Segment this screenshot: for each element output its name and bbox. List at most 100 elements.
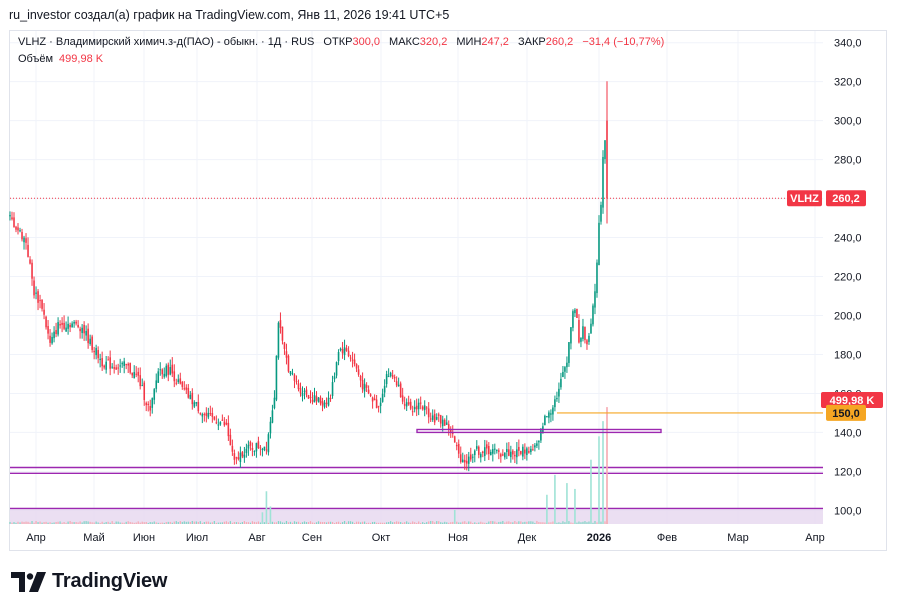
candle-body	[43, 309, 45, 315]
volume-bar	[183, 521, 185, 524]
volume-bar	[91, 522, 93, 524]
volume-bar	[480, 521, 482, 524]
volume-bar	[107, 521, 109, 524]
candle-body	[259, 447, 262, 449]
volume-bar	[476, 522, 478, 524]
candle-body	[473, 450, 476, 456]
level-tag: 150,0	[832, 408, 860, 420]
price-tag-ticker-bg	[787, 190, 822, 207]
volume-bar	[51, 522, 53, 524]
candle-body	[49, 335, 51, 343]
candle-body	[483, 447, 486, 456]
volume-bar	[365, 522, 368, 524]
volume-bar	[271, 521, 274, 524]
candle-body	[77, 324, 79, 328]
volume-bar	[239, 522, 241, 524]
candle-body	[379, 402, 382, 407]
volume-bar	[492, 521, 494, 524]
volume-bar	[115, 521, 117, 524]
candle-body	[67, 323, 69, 329]
volume-bar	[81, 522, 83, 524]
volume-bar	[468, 521, 470, 524]
candle-body	[103, 365, 105, 368]
candle-body	[191, 392, 194, 405]
y-tick-label: 320,0	[834, 77, 862, 89]
volume-bar	[45, 521, 47, 524]
volume-bar	[363, 521, 366, 524]
candle-body	[397, 384, 400, 387]
candle-body	[229, 434, 232, 446]
volume-bar	[241, 522, 243, 524]
candle-body	[469, 454, 472, 460]
horizontal-lines	[10, 466, 823, 510]
volume-bar	[446, 522, 448, 524]
volume-bar	[157, 522, 159, 524]
candle-body	[147, 403, 150, 405]
candle-body	[133, 372, 136, 379]
volume-bar	[430, 520, 432, 524]
y-tick-label: 300,0	[834, 116, 862, 128]
candle-body	[249, 442, 252, 446]
candle-body	[9, 215, 11, 217]
candle-body	[373, 398, 376, 401]
tradingview-logo[interactable]: TradingView	[11, 570, 167, 593]
volume-bar	[237, 522, 239, 524]
y-tick-label: 220,0	[834, 272, 862, 284]
volume-bar	[65, 522, 67, 524]
candle-body	[586, 340, 588, 345]
candle-body	[449, 429, 452, 432]
candle-body	[163, 373, 166, 377]
candle-body	[339, 348, 342, 351]
candle-body	[185, 387, 188, 390]
volume-bar	[412, 521, 414, 524]
candle-body	[471, 456, 474, 458]
volume-bar	[444, 521, 446, 524]
candle-body	[11, 217, 13, 220]
candle-body	[405, 402, 408, 407]
volume-bar	[87, 521, 89, 524]
volume-bar	[97, 522, 99, 524]
candle-body	[391, 374, 394, 377]
candle-body	[303, 390, 306, 392]
volume-bar	[494, 521, 496, 524]
candle-body	[323, 402, 326, 408]
candle-body	[71, 323, 73, 328]
volume-bar	[506, 521, 508, 524]
volume-bar	[73, 522, 75, 524]
candle-body	[399, 383, 402, 398]
candle-body	[157, 371, 160, 383]
volume-bar	[99, 522, 101, 524]
volume-bar	[37, 522, 39, 524]
volume-bar	[538, 522, 540, 524]
volume-bar	[251, 521, 254, 524]
volume-bar	[321, 522, 324, 524]
volume-bar	[191, 520, 193, 524]
volume-bar	[323, 521, 326, 524]
candle-body	[33, 280, 35, 296]
candle-body	[407, 402, 410, 405]
candle-body	[574, 309, 576, 314]
candle-body	[25, 238, 27, 243]
x-tick-label: Апр	[805, 532, 824, 544]
candle-body	[263, 446, 266, 450]
candle-body	[171, 364, 174, 374]
volume-bar	[394, 522, 396, 524]
candle-body	[417, 402, 420, 410]
volume-bar	[167, 521, 169, 524]
volume-bar	[558, 522, 560, 524]
volume-bar	[215, 522, 217, 524]
candle-body	[467, 456, 470, 464]
volume-bar	[470, 521, 472, 524]
candle-body	[131, 372, 134, 376]
candle-body	[23, 237, 25, 243]
volume-bar	[119, 522, 121, 524]
candle-body	[506, 449, 508, 453]
candle-body	[550, 413, 552, 415]
candle-body	[568, 342, 570, 363]
volume-bar	[604, 521, 606, 524]
y-tick-label: 120,0	[834, 466, 862, 478]
candle-body	[606, 120, 608, 199]
volume-bar	[101, 521, 103, 524]
volume-bar	[235, 522, 237, 524]
